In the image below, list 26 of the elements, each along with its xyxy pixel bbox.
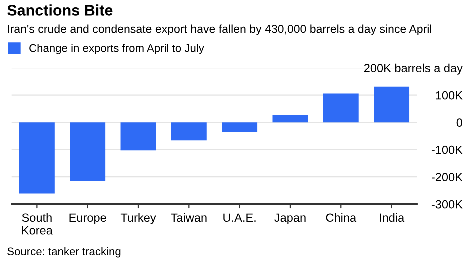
- source-note: Source: tanker tracking: [8, 247, 121, 258]
- x-tick-label: Turkey: [120, 213, 156, 224]
- y-tick-label: 0: [456, 118, 462, 128]
- chart-subtitle: Iran's crude and condensate export have fallen by 430,000 barrels a day since April: [8, 24, 432, 36]
- bar: [171, 122, 207, 141]
- legend-label: Change in exports from April to July: [30, 44, 204, 54]
- x-tick-label: Japan: [274, 214, 306, 224]
- bar: [19, 122, 55, 194]
- x-tick-label: South Korea: [22, 213, 53, 235]
- bar: [222, 122, 258, 132]
- y-tick-label: -100K: [432, 146, 463, 154]
- x-tick-label: China: [326, 213, 357, 222]
- bar: [120, 122, 156, 151]
- y-tick-label: 200K barrels a day: [364, 64, 463, 75]
- y-tick-label: -200K: [432, 173, 463, 182]
- y-tick-label: 100K: [436, 91, 463, 100]
- bar: [323, 94, 359, 123]
- x-tick-label: India: [380, 213, 405, 222]
- x-tick-label: U.A.E.: [224, 214, 256, 222]
- x-tick-label: Taiwan: [171, 213, 207, 222]
- bar: [70, 122, 106, 182]
- bar: [374, 86, 410, 123]
- bar: [272, 116, 308, 123]
- x-tick-label: Europe: [70, 214, 106, 224]
- chart-title: Sanctions Bite: [8, 4, 113, 16]
- y-tick-label: -300K: [432, 200, 463, 209]
